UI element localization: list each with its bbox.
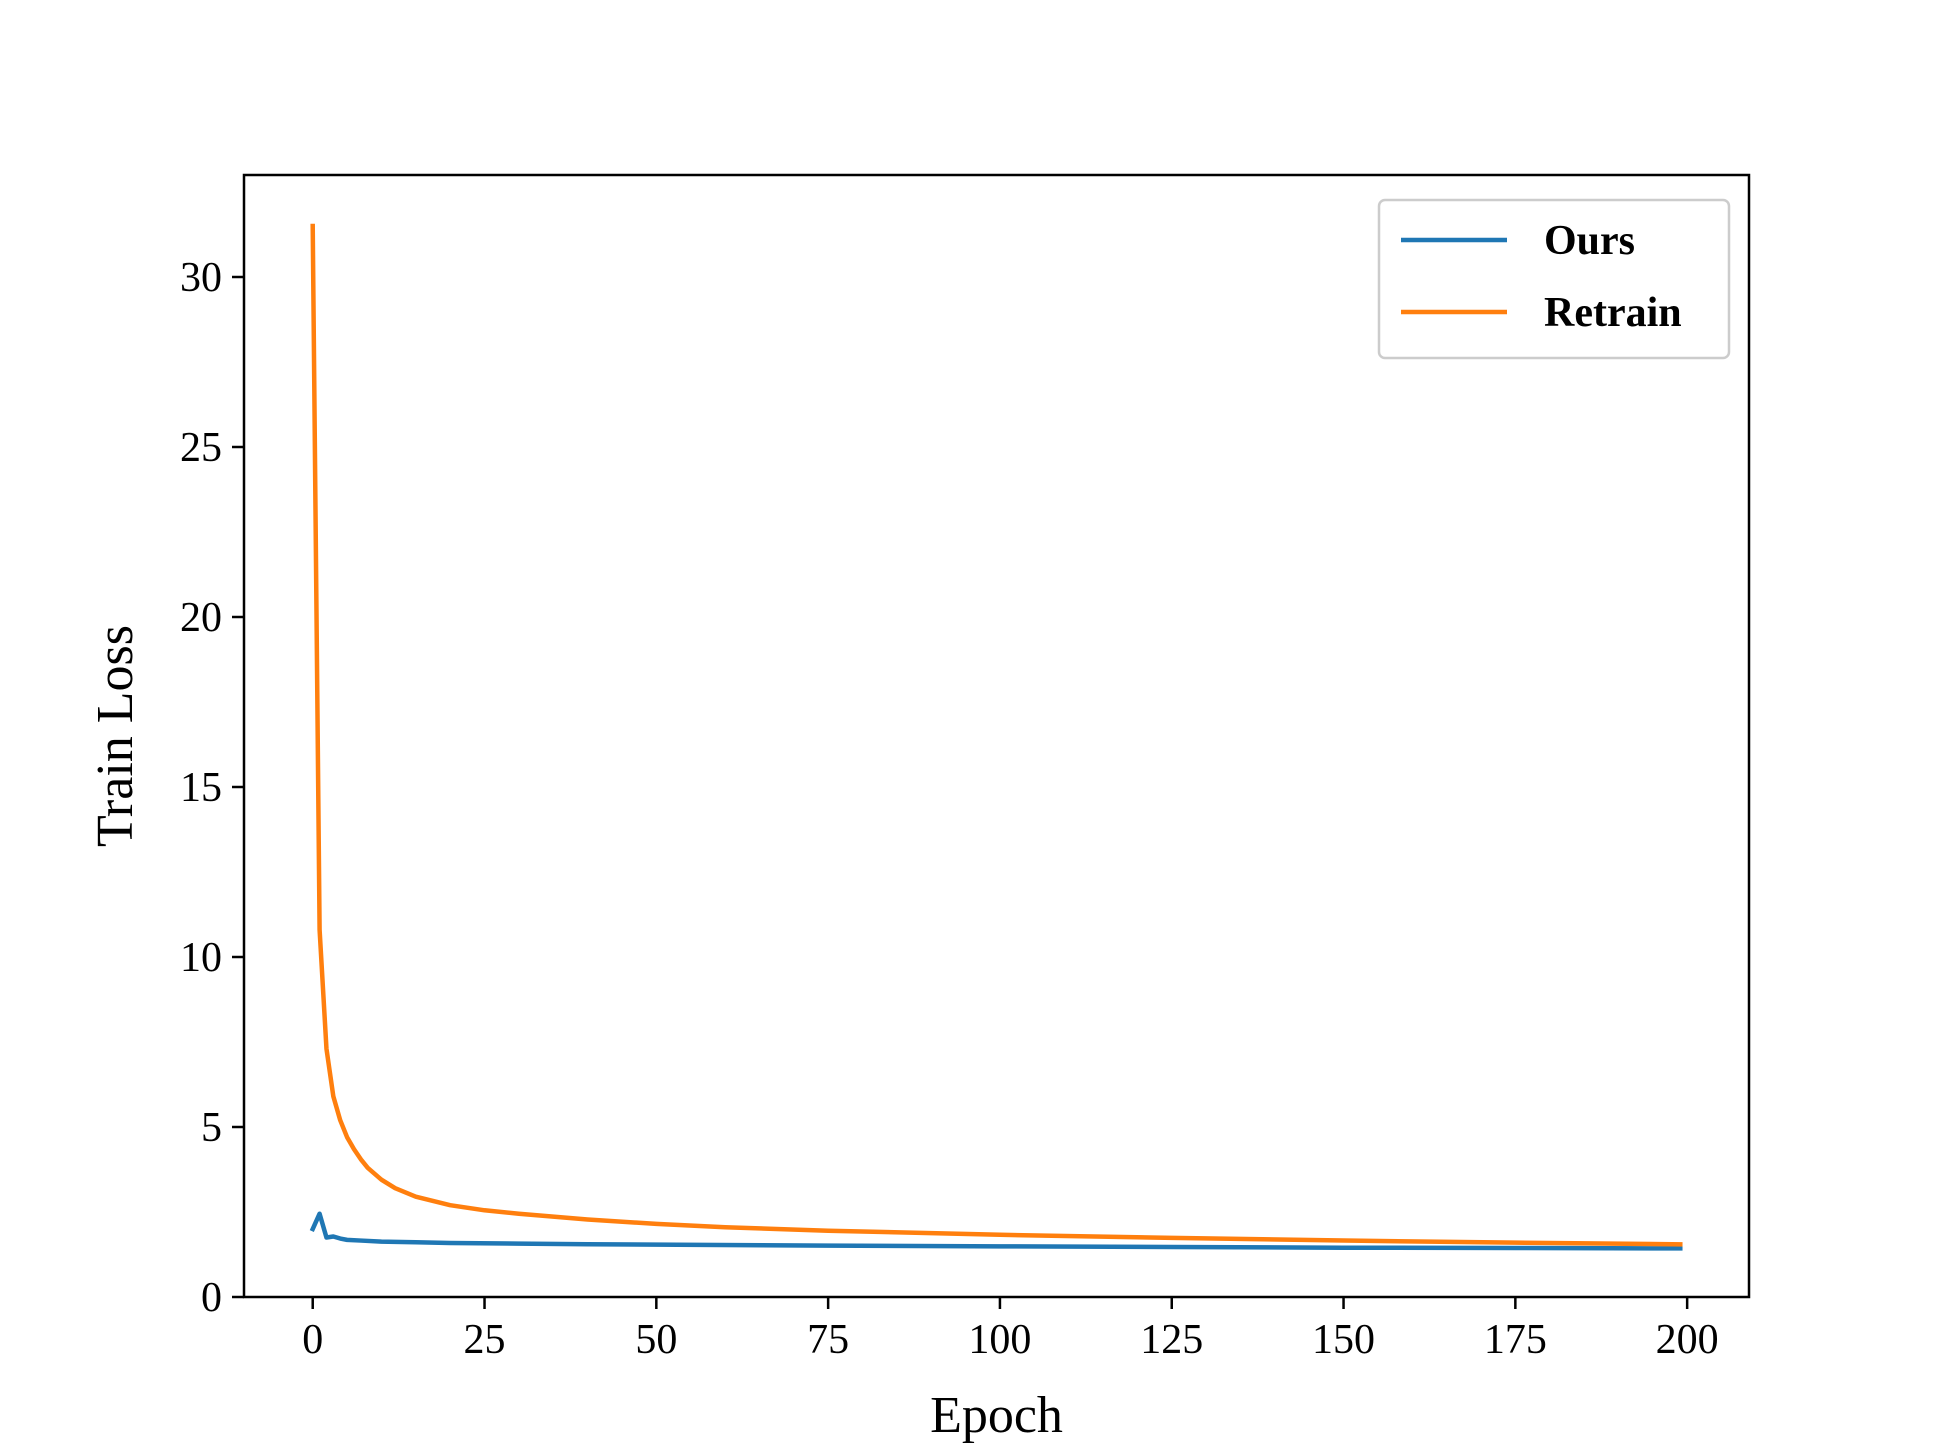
x-axis-label: Epoch bbox=[930, 1387, 1063, 1444]
x-tick-label: 175 bbox=[1484, 1317, 1547, 1363]
plot-frame bbox=[242, 173, 1751, 1299]
legend-label-retrain: Retrain bbox=[1544, 290, 1682, 336]
x-tick-label: 50 bbox=[635, 1317, 677, 1363]
series-line-ours bbox=[309, 1211, 1683, 1251]
series-line-retrain bbox=[310, 223, 1683, 1247]
x-tick-label: 100 bbox=[968, 1317, 1031, 1363]
y-axis-label: Train Loss bbox=[87, 625, 144, 847]
x-tick-label: 25 bbox=[464, 1317, 506, 1363]
x-axis: 0 25 50 75 100 125 150 175 200 bbox=[302, 1297, 1719, 1363]
x-tick-label: 75 bbox=[807, 1317, 849, 1363]
series-layer bbox=[309, 223, 1683, 1251]
y-tick-label: 30 bbox=[180, 255, 222, 301]
y-tick-label: 0 bbox=[201, 1275, 222, 1321]
y-axis: 0 5 10 15 20 25 30 bbox=[180, 255, 244, 1321]
legend-label-ours: Ours bbox=[1544, 218, 1635, 264]
x-tick-label: 200 bbox=[1656, 1317, 1719, 1363]
x-tick-label: 0 bbox=[302, 1317, 323, 1363]
y-tick-label: 10 bbox=[180, 935, 222, 981]
x-tick-label: 125 bbox=[1140, 1317, 1203, 1363]
legend: Ours Retrain bbox=[1377, 198, 1731, 360]
y-tick-label: 15 bbox=[180, 765, 222, 811]
y-tick-label: 20 bbox=[180, 595, 222, 641]
y-tick-label: 5 bbox=[201, 1105, 222, 1151]
y-tick-label: 25 bbox=[180, 425, 222, 471]
x-tick-label: 150 bbox=[1312, 1317, 1375, 1363]
